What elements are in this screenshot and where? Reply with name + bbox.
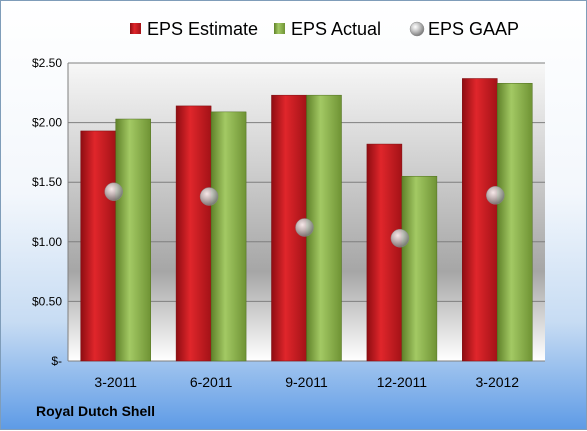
legend-swatch	[409, 21, 425, 37]
y-tick-label: $2.50	[32, 56, 62, 70]
x-tick-label: 9-2011	[285, 374, 328, 390]
legend-eps-estimate: EPS Estimate	[130, 19, 258, 39]
bar-eps-actual	[115, 118, 151, 362]
y-axis-ticks: $- $0.50 $1.00 $1.50 $2.00 $2.50	[32, 56, 62, 368]
legend-swatch	[274, 23, 285, 34]
y-tick-label: $0.50	[32, 294, 62, 308]
marker-eps-gaap	[295, 218, 314, 237]
legend: EPS Estimate EPS Actual EPS GAAP	[130, 19, 519, 39]
x-tick-label: 6-2011	[190, 374, 233, 390]
legend-label: EPS Estimate	[147, 19, 258, 39]
bar-eps-actual	[210, 111, 247, 362]
company-name: Royal Dutch Shell	[36, 403, 156, 419]
legend-swatch	[130, 23, 141, 34]
x-axis-labels: 3-2011 6-2011 9-2011 12-2011 3-2012	[94, 374, 519, 390]
y-tick-label: $-	[51, 354, 62, 368]
bar-eps-estimate	[80, 130, 116, 362]
legend-label: EPS GAAP	[428, 19, 519, 39]
x-tick-label: 3-2011	[94, 374, 137, 390]
bar-eps-estimate	[366, 143, 403, 362]
bar-eps-actual	[497, 83, 533, 362]
legend-eps-gaap: EPS GAAP	[409, 19, 519, 39]
marker-eps-gaap	[199, 187, 219, 206]
marker-eps-gaap	[390, 228, 410, 248]
legend-label: EPS Actual	[291, 19, 381, 39]
legend-eps-actual: EPS Actual	[274, 19, 381, 39]
marker-eps-gaap	[486, 186, 505, 205]
x-tick-label: 12-2011	[377, 374, 428, 390]
y-tick-label: $2.00	[32, 116, 62, 130]
bar-eps-estimate	[462, 78, 498, 362]
y-tick-label: $1.50	[32, 175, 62, 189]
bar-eps-actual	[401, 175, 438, 362]
y-tick-label: $1.00	[32, 235, 62, 249]
x-tick-label: 3-2012	[476, 374, 520, 390]
bars	[80, 78, 533, 362]
marker-eps-gaap	[104, 182, 123, 201]
bar-eps-estimate	[175, 105, 212, 362]
gaap-markers	[104, 182, 505, 248]
